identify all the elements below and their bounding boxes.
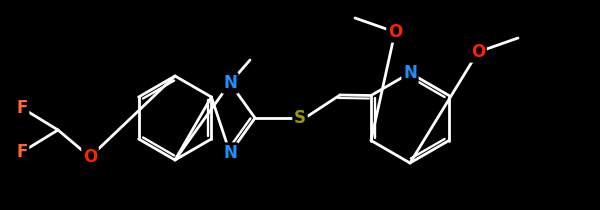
Text: N: N (223, 74, 237, 92)
Text: O: O (388, 23, 402, 41)
Text: N: N (223, 144, 237, 162)
Text: O: O (83, 148, 97, 166)
Text: S: S (294, 109, 306, 127)
Text: O: O (471, 43, 485, 61)
Text: F: F (16, 99, 28, 117)
Text: N: N (403, 64, 417, 82)
Text: F: F (16, 143, 28, 161)
